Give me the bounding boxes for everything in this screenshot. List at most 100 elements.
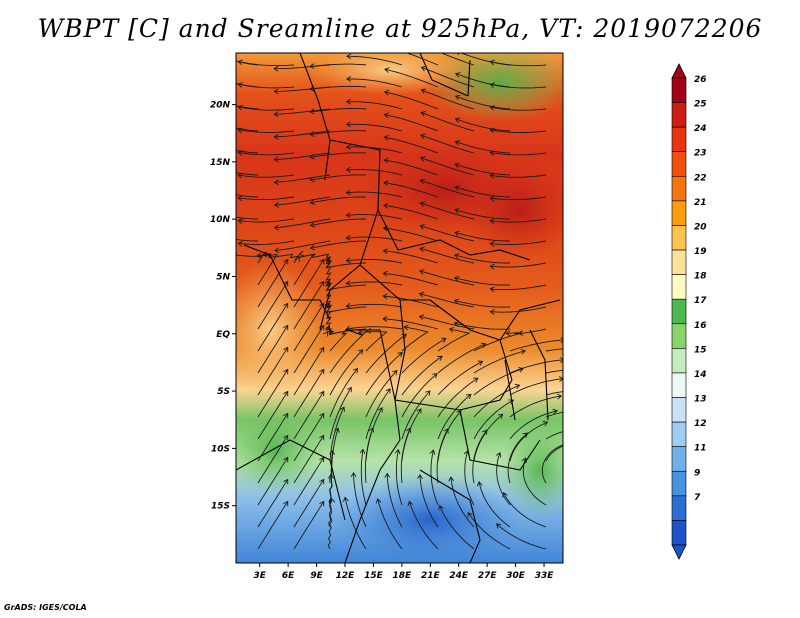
streamline-arrowhead [358,349,364,355]
streamline [310,240,367,249]
colorbar-box [671,274,687,300]
streamline-arrowhead [522,432,529,438]
streamline-arrowhead [384,67,390,73]
streamline-arrowhead [309,199,315,206]
streamline-arrowhead [237,172,243,179]
streamline-arrowhead [283,258,289,265]
streamline-arrowhead [416,408,422,414]
streamline-arrowhead [383,89,390,96]
streamline-arrowhead [597,409,601,414]
streamline [454,209,511,220]
streamline-arrowhead [489,309,495,315]
streamline-arrowhead [319,456,325,463]
colorbar-box [671,397,687,423]
streamline [490,262,547,268]
colorbar-label: 18 [694,272,707,282]
streamline [293,413,325,462]
streamline [257,501,289,550]
streamline-arrowhead [407,500,414,507]
streamline-arrowhead [204,50,209,55]
streamline [490,240,547,246]
streamline [293,501,325,550]
streamline [346,191,403,198]
streamline-arrowhead [345,280,351,286]
streamline-arrowhead [495,451,502,458]
lat-label: 5S [217,387,230,397]
chart-title: WBPT [C] and Sreamline at 925hPa, VT: 20… [37,14,763,43]
lon-label: 21E [421,571,441,581]
streamline-arrowhead [298,250,305,257]
streamline-arrowhead [425,390,431,396]
streamline-arrowhead [345,76,352,82]
streamline-arrowhead [454,207,460,214]
streamline [293,259,325,308]
southwest-green-region [236,405,325,495]
streamline [384,114,439,132]
streamline [274,196,331,206]
streamline-arrowhead [489,150,495,157]
streamline [327,498,333,550]
streamline [310,152,367,158]
streamline-arrowhead [417,473,423,480]
colorbar-box [671,348,687,374]
streamline-arrowhead [309,221,316,228]
streamline [437,377,479,418]
streamline-arrowhead [319,434,325,441]
streamline-arrowhead [382,248,388,254]
streamline [490,284,547,291]
streamline-arrowhead [204,118,209,123]
streamline [545,348,563,352]
streamline [382,318,439,330]
streamline-arrowhead [384,472,391,478]
map-frame [235,52,564,564]
lon-label: 33E [535,571,555,581]
streamline [490,83,547,89]
streamline [310,85,367,90]
colorbar-box [671,372,687,398]
streamline-arrowhead [598,346,602,351]
streamline-arrowhead [323,331,329,337]
colorbar-box [671,151,687,177]
streamline-arrowhead [203,140,208,145]
streamline [346,303,403,308]
colorbar-box [671,249,687,275]
colorbar-label: 7 [694,493,701,503]
streamline-arrowhead [476,481,483,487]
streamline [473,414,503,462]
streamline-arrowhead [489,286,495,293]
streamline [257,369,289,418]
colorbar: 26 25 24 23 22 21 20 19 18 17 16 15 14 13 12 11 9 7 [671,63,707,560]
streamline [257,259,289,308]
streamline-arrowhead [542,420,549,427]
streamline-arrowhead [560,337,563,343]
streamline [238,174,295,178]
streamline-arrowhead [489,263,495,270]
streamline-arrowhead [448,327,455,333]
streamline [395,449,403,506]
streamline [236,238,259,242]
streamline-arrowhead [419,223,425,230]
streamline [257,281,289,330]
lat-label: 15S [211,502,230,512]
streamline-arrowhead [273,88,279,95]
streamline-arrowhead [453,275,460,282]
streamline [328,474,333,528]
streamline-arrowhead [309,108,315,115]
streamline [238,240,295,245]
hot-core-east [460,160,563,260]
streamline-arrowhead [237,127,243,134]
streamline [236,194,259,198]
streamline [274,240,331,251]
streamline [293,457,325,506]
streamline [329,387,352,440]
streamline [545,411,563,418]
streamline [346,55,403,66]
streamline-arrowhead [438,504,444,511]
streamline-arrowhead [203,186,208,191]
streamline-arrowhead [350,471,357,478]
streamline-arrowhead [345,212,351,218]
streamline [346,146,403,154]
streamline [439,505,475,550]
streamline-arrowhead [325,257,330,263]
streamline-arrowhead [204,73,209,78]
